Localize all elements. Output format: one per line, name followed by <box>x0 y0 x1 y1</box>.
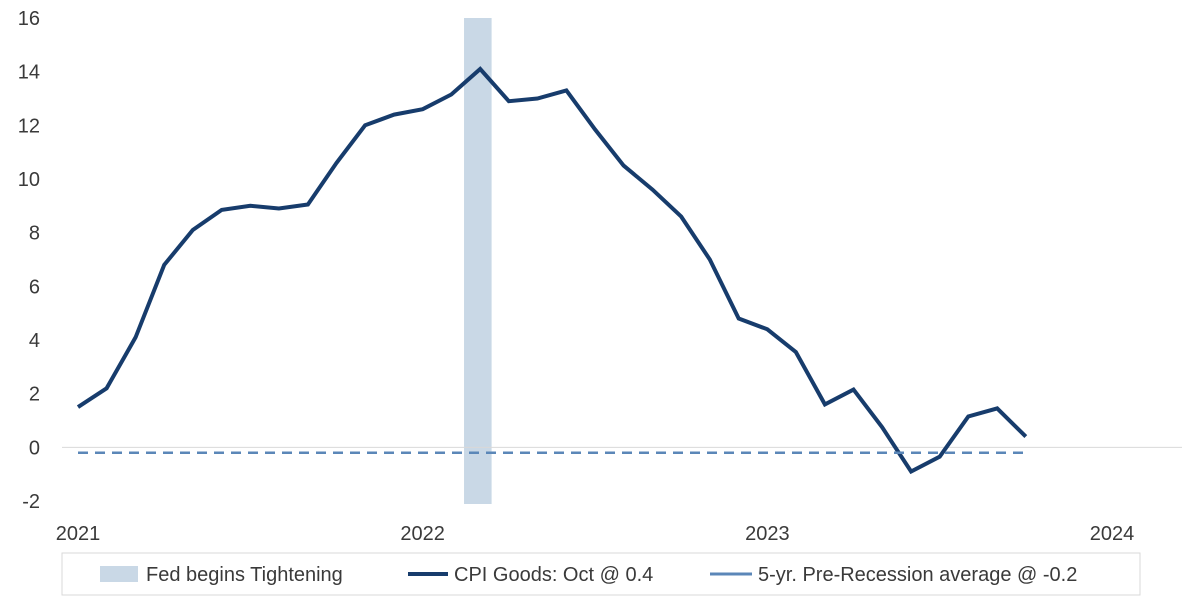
legend-items: Fed begins Tightening CPI Goods: Oct @ 0.… <box>100 564 1077 586</box>
legend <box>61 552 1141 596</box>
fed-tightening-band <box>464 18 492 504</box>
y-tick-label: 4 <box>29 330 40 352</box>
x-tick-label: 2021 <box>56 523 101 545</box>
y-tick-label: 2 <box>29 384 40 406</box>
x-tick-label: 2022 <box>400 523 445 545</box>
y-tick-label: 16 <box>18 8 40 30</box>
y-tick-label: 8 <box>29 223 40 245</box>
legend-swatch-band <box>100 566 138 582</box>
x-tick-label: 2023 <box>745 523 790 545</box>
y-axis-tick-labels: -2 0 2 4 6 8 10 12 14 16 <box>18 8 40 513</box>
y-tick-label: 0 <box>29 437 40 459</box>
y-tick-label: 10 <box>18 169 40 191</box>
legend-label: CPI Goods: Oct @ 0.4 <box>454 564 653 586</box>
legend-label: 5-yr. Pre-Recession average @ -0.2 <box>758 564 1077 586</box>
y-tick-label: 14 <box>18 62 40 84</box>
series-line-cpi-goods <box>76 66 1028 475</box>
x-tick-label: 2024 <box>1090 523 1135 545</box>
y-tick-label: 12 <box>18 115 40 137</box>
y-tick-label: -2 <box>22 491 40 513</box>
y-tick-label: 6 <box>29 276 40 298</box>
legend-label: Fed begins Tightening <box>146 564 343 586</box>
x-axis-tick-labels: 2021 2022 2023 2024 <box>56 523 1135 545</box>
